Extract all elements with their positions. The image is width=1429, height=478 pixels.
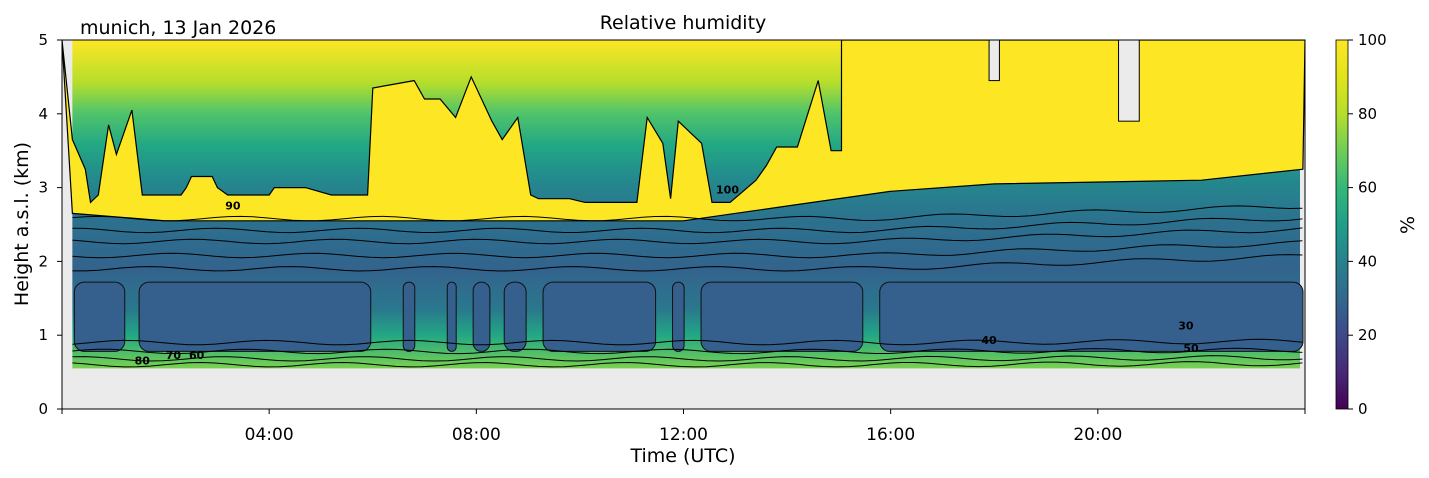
clear-gap-0 [988, 40, 1000, 82]
contour-lines [72, 205, 1303, 368]
x-tick-label: 12:00 [659, 425, 708, 445]
x-tick-label: 20:00 [1073, 425, 1122, 445]
x-axis-label: Time (UTC) [629, 445, 735, 467]
contour-labels: 90 80 70 60 100 40 30 50 [135, 184, 1199, 368]
y-axis-label: Height a.s.l. (km) [11, 142, 33, 306]
colorbar-tick-label: 80 [1358, 105, 1377, 123]
contour-line-3 [72, 240, 1303, 259]
location-date-label: munich, 13 Jan 2026 [80, 17, 276, 39]
saturated-layer [62, 40, 1305, 222]
colorbar-tick-label: 40 [1358, 252, 1377, 270]
y-tick-label: 5 [38, 31, 48, 49]
dry-core-4 [472, 281, 491, 352]
contour-label: 30 [1178, 319, 1194, 332]
dry-core-2 [402, 281, 416, 352]
y-tick-label: 0 [38, 400, 48, 418]
contour-line-5 [72, 338, 1303, 346]
x-axis-ticks: 04:00 08:00 12:00 16:00 20:00 [61, 409, 1306, 445]
colorbar-ticks: 0 20 40 60 80 100 [1348, 31, 1387, 418]
dry-core-regions [73, 281, 1304, 352]
contour-line-8 [72, 361, 1303, 368]
contour-label: 60 [189, 349, 205, 362]
dry-core-0 [73, 281, 126, 352]
contour-line-4 [72, 254, 1303, 272]
dry-core-6 [542, 281, 657, 352]
y-tick-label: 3 [38, 179, 48, 197]
chart-title: Relative humidity [600, 12, 767, 34]
contour-label: 40 [981, 334, 997, 347]
contour-label: 70 [166, 349, 182, 362]
plot-area: 90 80 70 60 100 40 30 50 [62, 40, 1305, 409]
contour-line-6 [72, 347, 1303, 355]
contour-label: 90 [225, 200, 241, 213]
contour-label: 50 [1183, 342, 1199, 355]
colorbar-tick-label: 20 [1358, 326, 1377, 344]
colorbar-tick-label: 100 [1358, 31, 1387, 49]
contour-label: 80 [135, 355, 151, 368]
contour-line-1 [72, 217, 1303, 234]
dry-core-3 [446, 281, 457, 352]
dry-core-1 [138, 281, 372, 352]
contour-line-7 [72, 355, 1303, 362]
colorbar [1335, 39, 1349, 410]
colorbar-tick-label: 60 [1358, 179, 1377, 197]
y-axis-ticks: 0 1 2 3 4 5 [38, 31, 62, 418]
x-tick-label: 08:00 [452, 425, 501, 445]
clear-gap-1 [1118, 40, 1140, 122]
dry-core-7 [672, 281, 685, 352]
contour-label: 100 [716, 184, 739, 197]
clear-gaps [988, 40, 1140, 122]
dry-core-8 [700, 281, 864, 352]
y-tick-label: 2 [38, 252, 48, 270]
dry-core-5 [503, 281, 527, 352]
colorbar-tick-label: 0 [1358, 400, 1368, 418]
x-tick-label: 16:00 [866, 425, 915, 445]
contour-line-0 [72, 205, 1303, 222]
dry-core-9 [879, 281, 1304, 352]
y-tick-label: 4 [38, 105, 48, 123]
y-tick-label: 1 [38, 326, 48, 344]
contour-line-2 [72, 227, 1303, 245]
colorbar-label: % [1397, 216, 1419, 234]
x-tick-label: 04:00 [245, 425, 294, 445]
